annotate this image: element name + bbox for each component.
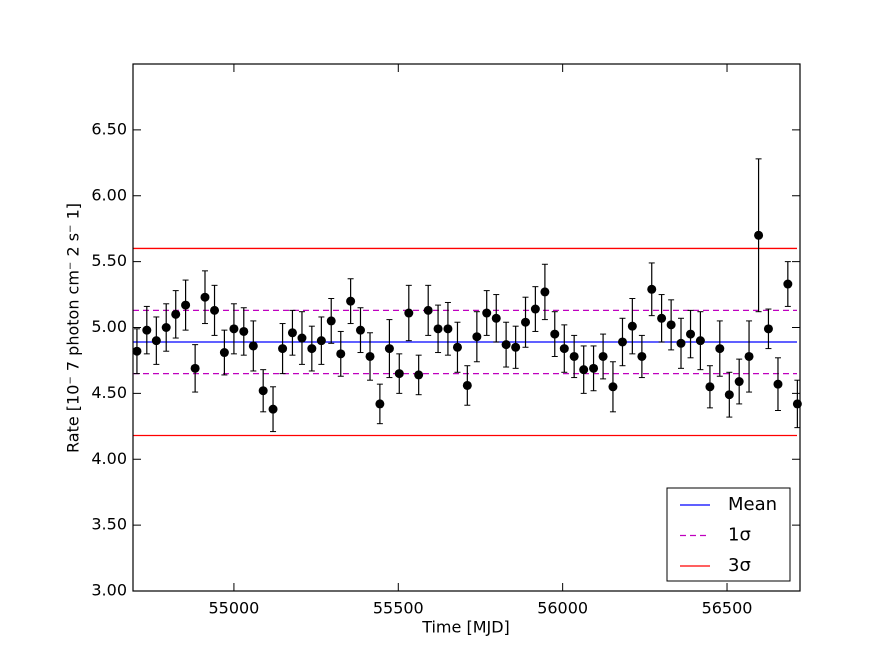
legend-label: 1σ — [728, 525, 751, 546]
point — [559, 344, 569, 354]
point — [423, 305, 433, 315]
x-axis-label: Time [MJD] — [421, 618, 510, 637]
point — [181, 300, 191, 310]
point — [715, 344, 725, 354]
x-tick-label: 56500 — [702, 599, 753, 618]
point — [608, 382, 618, 392]
point — [472, 332, 482, 342]
point — [598, 351, 608, 361]
x-tick-label: 55500 — [373, 599, 424, 618]
point — [724, 390, 734, 400]
point — [686, 329, 696, 339]
point — [657, 313, 667, 323]
point — [161, 323, 171, 332]
point — [297, 333, 307, 343]
point — [452, 342, 462, 352]
point — [695, 336, 705, 346]
point — [783, 279, 793, 289]
y-tick-label: 6.50 — [91, 119, 127, 138]
point — [754, 230, 764, 240]
point — [268, 404, 278, 414]
point — [200, 292, 210, 302]
point — [491, 313, 501, 323]
point — [394, 369, 404, 379]
point — [540, 287, 550, 297]
point — [316, 336, 326, 346]
legend-label: Mean — [728, 494, 777, 515]
point — [530, 304, 540, 314]
point — [433, 324, 443, 334]
point — [142, 325, 152, 335]
point — [190, 363, 200, 373]
x-tick-label: 56000 — [537, 599, 588, 618]
point — [355, 325, 365, 335]
y-tick-label: 5.00 — [91, 317, 127, 336]
y-tick-label: 3.50 — [91, 515, 127, 534]
point — [550, 329, 560, 339]
y-tick-label: 5.50 — [91, 251, 127, 270]
point — [666, 320, 676, 330]
point — [705, 382, 715, 392]
point — [219, 348, 229, 358]
point — [773, 379, 783, 389]
point — [637, 351, 647, 361]
point — [258, 386, 268, 396]
point — [763, 324, 773, 334]
point — [627, 321, 637, 331]
point — [511, 342, 521, 352]
point — [647, 284, 657, 294]
point — [346, 296, 356, 306]
point — [589, 363, 599, 373]
point — [482, 308, 492, 318]
point — [132, 346, 142, 356]
plot-frame — [132, 63, 801, 592]
point — [375, 399, 385, 409]
point — [734, 377, 744, 387]
x-tick-label: 55000 — [208, 599, 259, 618]
point — [462, 380, 472, 390]
y-tick-label: 4.50 — [91, 383, 127, 402]
point — [278, 344, 288, 354]
legend: Mean 1σ 3σ — [666, 487, 791, 582]
y-tick-label: 3.00 — [91, 581, 127, 600]
point — [384, 344, 394, 354]
point — [151, 336, 161, 346]
point — [336, 349, 346, 359]
legend-label: 3σ — [728, 555, 751, 576]
point — [579, 365, 589, 375]
point — [404, 308, 414, 318]
point — [239, 326, 249, 336]
point — [501, 340, 511, 350]
y-axis-label: Rate [10⁻ 7 photon cm⁻ 2 s⁻ 1] — [64, 203, 83, 453]
point — [443, 324, 453, 334]
point — [171, 309, 181, 319]
point — [569, 351, 579, 361]
point — [521, 317, 531, 327]
point — [229, 324, 239, 334]
point — [365, 351, 375, 361]
point — [617, 337, 627, 347]
point — [248, 341, 258, 351]
point — [307, 344, 317, 354]
y-tick-label: 6.00 — [91, 185, 127, 204]
point — [676, 338, 686, 348]
point — [210, 305, 220, 315]
point — [744, 351, 754, 361]
point — [414, 370, 424, 380]
point — [287, 328, 297, 338]
point — [326, 316, 336, 326]
y-tick-label: 4.00 — [91, 449, 127, 468]
